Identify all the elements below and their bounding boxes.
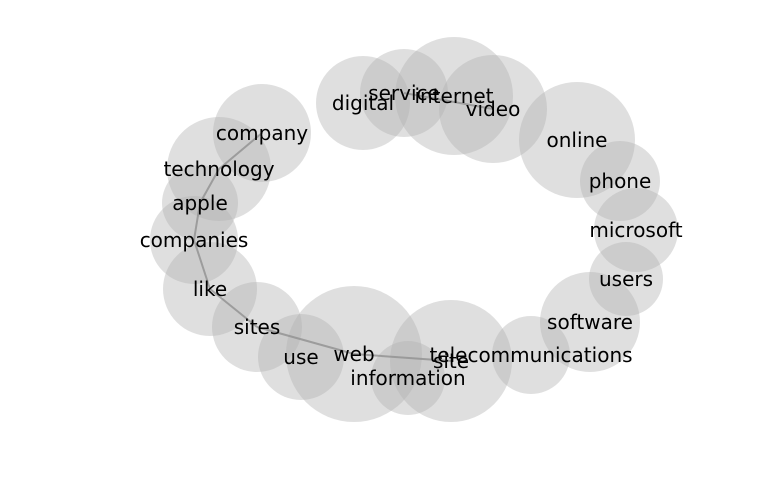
- word-label-internet: internet: [414, 84, 493, 108]
- word-label-apple: apple: [172, 191, 228, 215]
- word-label-microsoft: microsoft: [589, 218, 682, 242]
- bubble-internet: [395, 37, 513, 155]
- bubble-online: [519, 82, 635, 198]
- bubble-use: [258, 314, 344, 400]
- edges-layer: [193, 92, 494, 362]
- word-label-sites: sites: [234, 315, 281, 339]
- edge-company-technology: [218, 132, 263, 170]
- word-label-service: service: [368, 81, 440, 105]
- bubble-users: [589, 242, 663, 316]
- edge-like-sites: [209, 288, 258, 328]
- edge-web-site: [353, 353, 452, 362]
- edge-companies-like: [193, 239, 211, 290]
- word-label-telecommunications: telecommunications: [429, 343, 632, 367]
- word-label-online: online: [546, 128, 607, 152]
- word-label-users: users: [599, 267, 653, 291]
- edge-sites-web: [256, 326, 355, 355]
- word-label-phone: phone: [589, 169, 652, 193]
- word-label-company: company: [216, 121, 308, 145]
- word-label-video: video: [466, 97, 521, 121]
- word-label-digital: digital: [332, 91, 394, 115]
- bubble-software: [540, 272, 640, 372]
- word-label-information: information: [350, 366, 465, 390]
- bubble-telecommunications: [492, 316, 570, 394]
- edge-technology-apple: [199, 168, 220, 204]
- word-label-software: software: [547, 310, 633, 334]
- labels-layer: companytechnologyapplecompanieslikesites…: [140, 81, 683, 390]
- edge-service-video: [403, 92, 494, 110]
- bubble-phone: [580, 141, 660, 221]
- word-label-companies: companies: [140, 228, 249, 252]
- bubble-digital: [316, 56, 410, 150]
- word-label-like: like: [193, 277, 227, 301]
- word-label-site: site: [433, 349, 469, 373]
- word-label-technology: technology: [163, 157, 274, 181]
- bubble-microsoft: [594, 188, 678, 272]
- word-label-web: web: [333, 342, 374, 366]
- word-label-use: use: [283, 345, 318, 369]
- edge-apple-companies: [193, 202, 201, 241]
